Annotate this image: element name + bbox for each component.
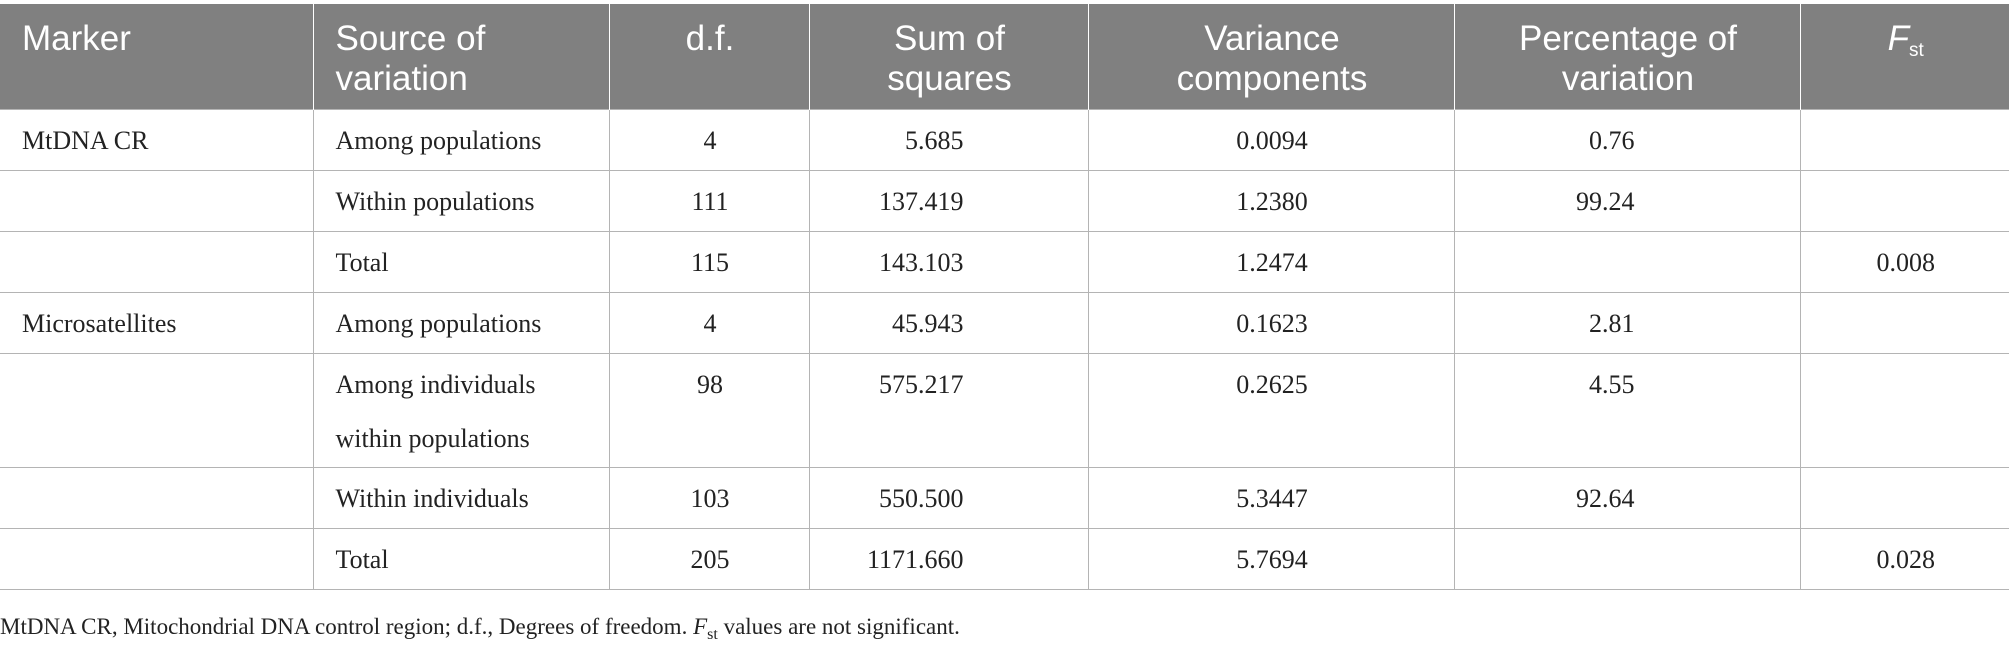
cell-df: 205 bbox=[608, 528, 810, 590]
cell-percentage: 99.24 bbox=[1453, 170, 1801, 232]
cell-percentage bbox=[1453, 528, 1801, 590]
cell-marker bbox=[0, 231, 314, 293]
cell-marker: Microsatellites bbox=[0, 292, 314, 354]
cell-percentage: 4.55 bbox=[1453, 353, 1801, 468]
cell-df: 98 bbox=[608, 353, 810, 468]
cell-marker bbox=[0, 528, 314, 590]
cell-source: Among individuals within populations bbox=[312, 353, 610, 468]
header-percentage-of-variation: Percentage of variation bbox=[1454, 4, 1801, 110]
cell-fst bbox=[1799, 170, 2009, 232]
table-row: Within populations 111 137.419 1.2380 99.24 bbox=[0, 170, 2009, 232]
table-body: MtDNA CR Among populations 4 5.685 0.0094 0.7… bbox=[0, 109, 2009, 590]
footnote-text-after: values are not significant. bbox=[717, 614, 960, 639]
footnote-fst-symbol: F bbox=[693, 614, 708, 639]
header-sum-of-squares: Sum of squares bbox=[809, 4, 1089, 110]
cell-source: Among populations bbox=[312, 292, 610, 354]
cell-variance-component: 1.2380 bbox=[1087, 170, 1455, 232]
footnote-text-before: MtDNA CR, Mitochondrial DNA control regi… bbox=[0, 614, 694, 639]
cell-df: 115 bbox=[608, 231, 810, 293]
cell-df: 4 bbox=[608, 292, 810, 354]
header-marker: Marker bbox=[0, 4, 314, 110]
cell-fst: 0.028 bbox=[1799, 528, 2009, 590]
cell-percentage: 0.76 bbox=[1453, 109, 1801, 171]
table-row: Total 115 143.103 1.2474 0.008 bbox=[0, 231, 2009, 293]
cell-variance-component: 0.2625 bbox=[1087, 353, 1455, 468]
cell-df: 111 bbox=[608, 170, 810, 232]
cell-sum-of-squares: 550.500 bbox=[808, 467, 1089, 529]
cell-percentage bbox=[1453, 231, 1801, 293]
cell-fst: 0.008 bbox=[1799, 231, 2009, 293]
cell-variance-component: 0.1623 bbox=[1087, 292, 1455, 354]
cell-sum-of-squares: 137.419 bbox=[808, 170, 1089, 232]
cell-df: 4 bbox=[608, 109, 810, 171]
cell-fst bbox=[1799, 467, 2009, 529]
cell-sum-of-squares: 5.685 bbox=[808, 109, 1089, 171]
cell-percentage: 2.81 bbox=[1453, 292, 1801, 354]
cell-source: Among populations bbox=[312, 109, 610, 171]
cell-fst bbox=[1799, 292, 2009, 354]
header-df: d.f. bbox=[609, 4, 810, 110]
table-row: Among individuals within populations 98 57… bbox=[0, 353, 2009, 468]
cell-source: Within individuals bbox=[312, 467, 610, 529]
cell-marker bbox=[0, 170, 314, 232]
fst-subscript: st bbox=[1909, 40, 1924, 61]
cell-df: 103 bbox=[608, 467, 810, 529]
table-row: Within individuals 103 550.500 5.3447 92.64 bbox=[0, 467, 2009, 529]
header-source-of-variation: Source of variation bbox=[313, 4, 610, 110]
cell-sum-of-squares: 1171.660 bbox=[808, 528, 1089, 590]
header-fst: Fst bbox=[1800, 4, 2009, 110]
cell-source: Within populations bbox=[312, 170, 610, 232]
cell-variance-component: 5.3447 bbox=[1087, 467, 1455, 529]
footnote-fst-subscript: st bbox=[707, 626, 718, 643]
cell-variance-component: 5.7694 bbox=[1087, 528, 1455, 590]
cell-fst bbox=[1799, 353, 2009, 468]
cell-sum-of-squares: 575.217 bbox=[808, 353, 1089, 468]
cell-marker bbox=[0, 353, 314, 468]
cell-variance-component: 1.2474 bbox=[1087, 231, 1455, 293]
header-row: Marker Source of variation d.f. Sum of s… bbox=[0, 4, 2009, 110]
cell-marker: MtDNA CR bbox=[0, 109, 314, 171]
amova-table: Marker Source of variation d.f. Sum of s… bbox=[0, 4, 2009, 590]
table-row: Total 205 1171.660 5.7694 0.028 bbox=[0, 528, 2009, 590]
cell-variance-component: 0.0094 bbox=[1087, 109, 1455, 171]
cell-marker bbox=[0, 467, 314, 529]
cell-source: Total bbox=[312, 528, 610, 590]
table-row: MtDNA CR Among populations 4 5.685 0.0094 0.7… bbox=[0, 109, 2009, 171]
cell-sum-of-squares: 143.103 bbox=[808, 231, 1089, 293]
fst-symbol: F bbox=[1887, 19, 1910, 58]
cell-percentage: 92.64 bbox=[1453, 467, 1801, 529]
cell-fst bbox=[1799, 109, 2009, 171]
table-footnote: MtDNA CR, Mitochondrial DNA control regi… bbox=[0, 614, 960, 643]
cell-sum-of-squares: 45.943 bbox=[808, 292, 1089, 354]
cell-source: Total bbox=[312, 231, 610, 293]
table-row: Microsatellites Among populations 4 45.943 0… bbox=[0, 292, 2009, 354]
header-variance-components: Variance components bbox=[1088, 4, 1455, 110]
